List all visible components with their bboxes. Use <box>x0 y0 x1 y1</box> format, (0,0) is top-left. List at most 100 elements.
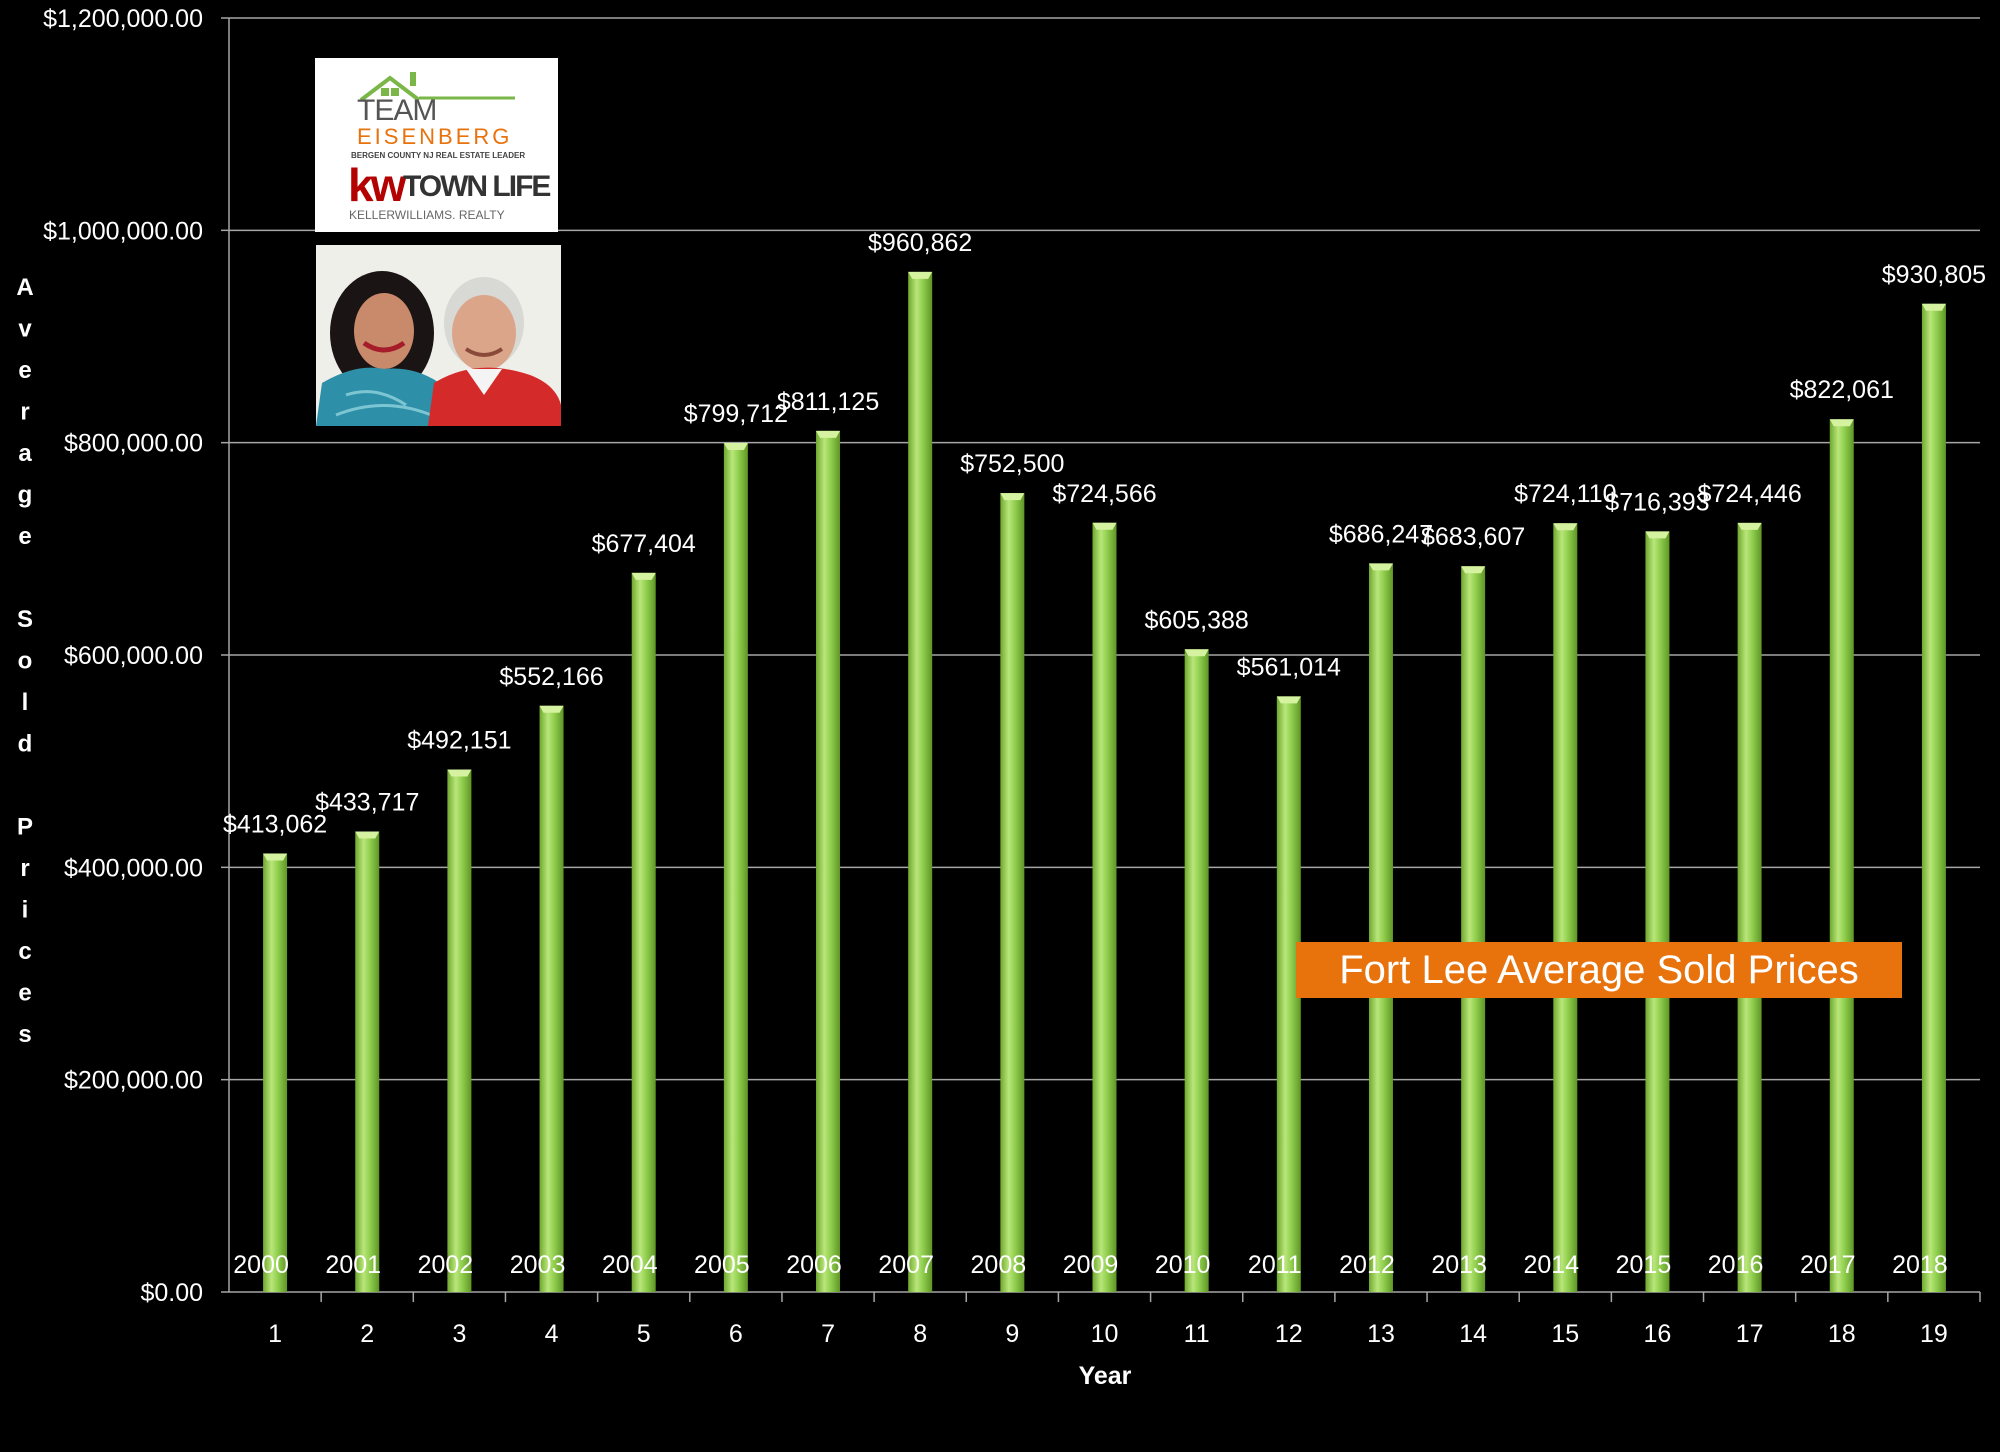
x-tick-label: 12 <box>1275 1320 1303 1348</box>
y-axis-title-letter: d <box>18 731 33 758</box>
x-tick-label: 4 <box>545 1320 559 1348</box>
year-label: 2006 <box>786 1251 842 1279</box>
logo-office-text: TOWN LIFE <box>403 170 551 203</box>
x-tick-label: 6 <box>729 1320 743 1348</box>
agents-photo-image <box>316 245 561 426</box>
bar <box>1829 419 1854 1292</box>
bar-cap <box>631 572 656 580</box>
data-label: $677,404 <box>592 530 696 558</box>
bar <box>447 769 472 1292</box>
y-axis-title-letter: o <box>18 648 33 675</box>
x-tick-label: 11 <box>1184 1320 1210 1348</box>
bar-cap <box>723 442 748 450</box>
bar-cap <box>1000 493 1025 501</box>
x-tick-label: 15 <box>1551 1320 1579 1348</box>
y-axis-title-letter: a <box>18 440 32 467</box>
year-label: 2002 <box>418 1251 474 1279</box>
year-label: 2009 <box>1063 1251 1119 1279</box>
y-axis-title-letter: c <box>18 938 31 965</box>
logo-name-text: EISENBERG <box>357 124 513 149</box>
y-axis-title-letter: g <box>18 482 33 509</box>
bar-cap <box>908 271 933 279</box>
data-label: $724,446 <box>1697 480 1801 508</box>
data-label: $752,500 <box>960 450 1064 478</box>
x-tick-label: 16 <box>1644 1320 1672 1348</box>
y-axis-title-letter: e <box>18 357 31 384</box>
y-axis-title-letter: r <box>20 399 29 426</box>
agents-photo <box>316 245 561 426</box>
data-label: $686,247 <box>1329 520 1433 548</box>
year-label: 2001 <box>325 1251 381 1279</box>
data-label: $413,062 <box>223 810 327 838</box>
data-label: $811,125 <box>777 388 879 416</box>
data-label: $552,166 <box>499 663 603 691</box>
data-label: $561,014 <box>1237 653 1341 681</box>
y-axis-title-letter: A <box>16 274 33 301</box>
x-tick-label: 2 <box>360 1320 374 1348</box>
x-tick-label: 8 <box>913 1320 927 1348</box>
bar <box>355 831 380 1292</box>
bar-cap <box>355 831 380 839</box>
bar <box>1553 523 1578 1292</box>
year-label: 2011 <box>1248 1251 1302 1279</box>
bar-cap <box>447 769 472 777</box>
bar-cap <box>1368 563 1393 571</box>
bar-cap <box>263 853 288 861</box>
bar-cap <box>816 430 841 438</box>
y-axis-title-letter: e <box>18 980 31 1007</box>
house-roof-icon <box>359 72 515 102</box>
data-label: $724,110 <box>1514 480 1616 508</box>
year-label: 2012 <box>1339 1251 1395 1279</box>
bar-cap <box>1461 566 1486 574</box>
y-tick-label: $0.00 <box>140 1279 203 1307</box>
bar <box>1737 522 1762 1292</box>
bar <box>1368 563 1393 1292</box>
data-label: $799,712 <box>684 400 788 428</box>
data-label: $716,393 <box>1605 488 1709 516</box>
y-tick-label: $1,200,000.00 <box>43 5 203 33</box>
year-label: 2003 <box>510 1251 566 1279</box>
x-tick-label: 9 <box>1005 1320 1019 1348</box>
team-eisenberg-logo: TEAM EISENBERG BERGEN COUNTY NJ REAL EST… <box>315 58 558 232</box>
bar-cap <box>1553 523 1578 531</box>
y-tick-label: $400,000.00 <box>64 854 203 882</box>
x-axis-title: Year <box>1079 1362 1132 1390</box>
bar <box>723 442 748 1292</box>
bar <box>908 271 933 1292</box>
x-tick-label: 5 <box>637 1320 651 1348</box>
data-label: $724,566 <box>1052 480 1156 508</box>
year-label: 2013 <box>1431 1251 1487 1279</box>
year-label: 2007 <box>878 1251 934 1279</box>
x-tick-label: 14 <box>1459 1320 1487 1348</box>
year-label: 2015 <box>1616 1251 1672 1279</box>
y-tick-label: $200,000.00 <box>64 1067 203 1095</box>
bar-cap <box>1829 419 1854 427</box>
y-axis-title-letter: v <box>18 316 32 343</box>
x-tick-label: 10 <box>1091 1320 1119 1348</box>
x-tick-label: 1 <box>268 1320 282 1348</box>
bar <box>1184 649 1209 1292</box>
bar <box>631 572 656 1292</box>
bar <box>263 853 288 1292</box>
y-axis-title-letter: S <box>17 606 33 633</box>
data-label: $960,862 <box>868 229 972 257</box>
data-label: $492,151 <box>407 726 511 754</box>
bar-cap <box>1737 522 1762 530</box>
year-label: 2005 <box>694 1251 750 1279</box>
logo-brokerage-text: KELLERWILLIAMS. REALTY <box>349 208 505 222</box>
y-axis-title-letter: P <box>17 814 33 841</box>
bars <box>263 271 1946 1293</box>
logo-tagline-text: BERGEN COUNTY NJ REAL ESTATE LEADER <box>351 151 526 160</box>
x-tick-label: 7 <box>821 1320 835 1348</box>
y-tick-label: $1,000,000.00 <box>43 217 203 245</box>
x-tick-label: 13 <box>1367 1320 1395 1348</box>
bar-cap <box>1184 649 1209 657</box>
data-label: $433,717 <box>315 789 419 817</box>
y-axis-title-letter: i <box>22 897 29 924</box>
year-label: 2016 <box>1708 1251 1764 1279</box>
logo-team-text: TEAM <box>357 94 437 127</box>
data-label: $930,805 <box>1882 261 1986 289</box>
data-label: $822,061 <box>1790 376 1894 404</box>
x-tick-label: 18 <box>1828 1320 1856 1348</box>
